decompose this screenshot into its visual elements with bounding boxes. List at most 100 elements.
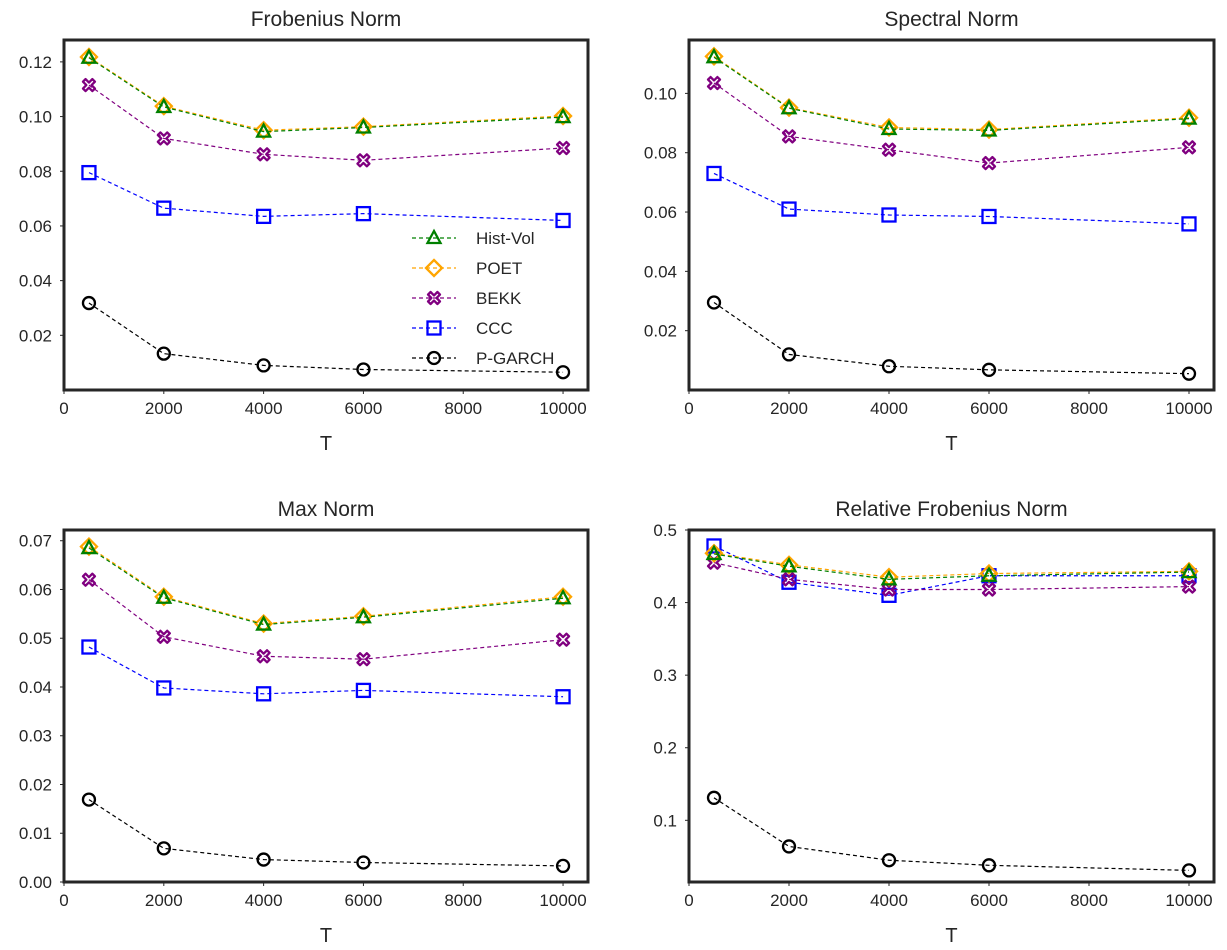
y-tick-label: 0.08 <box>644 144 677 163</box>
data-point <box>553 106 573 126</box>
data-point <box>255 615 273 631</box>
data-point <box>554 588 572 605</box>
y-tick-label: 0.04 <box>644 262 677 281</box>
y-tick-label: 0.04 <box>19 272 52 291</box>
plot-frame <box>62 38 590 392</box>
data-point <box>155 97 173 114</box>
y-tick-label: 0.05 <box>19 629 52 648</box>
data-point <box>156 131 171 146</box>
data-point <box>156 346 171 361</box>
series-bekk <box>706 555 1197 597</box>
data-point <box>156 629 171 644</box>
data-point <box>553 587 573 607</box>
data-point <box>154 587 174 607</box>
x-tick-label: 10000 <box>1165 891 1212 910</box>
series-p-garch <box>706 295 1197 381</box>
legend-item-ccc: CCC <box>412 319 513 338</box>
y-tick-label: 0.12 <box>19 53 52 72</box>
data-point <box>704 46 724 66</box>
chart-title: Relative Frobenius Norm <box>835 498 1067 521</box>
x-tick-label: 10000 <box>539 399 586 418</box>
legend-marker <box>426 290 442 306</box>
data-point <box>156 200 172 216</box>
x-tick-label: 2000 <box>770 891 808 910</box>
data-point <box>79 47 99 67</box>
data-point <box>255 122 273 138</box>
legend-marker <box>426 320 442 336</box>
data-point <box>879 117 899 138</box>
legend-marker <box>426 350 442 366</box>
chart-title: Frobenius Norm <box>251 8 402 31</box>
data-point <box>779 555 799 575</box>
x-tick-label: 6000 <box>345 399 383 418</box>
x-tick-label: 4000 <box>245 399 283 418</box>
legend-marker <box>425 228 443 245</box>
data-point <box>355 205 372 222</box>
data-point <box>706 790 722 805</box>
series-line <box>713 553 1190 580</box>
series-p-garch <box>706 790 1197 878</box>
data-point <box>256 358 271 373</box>
legend-item-hist-vol: Hist-Vol <box>412 228 535 248</box>
series-bekk <box>81 572 571 667</box>
data-point <box>1181 140 1197 155</box>
x-tick-label: 4000 <box>870 891 908 910</box>
data-point <box>355 682 372 699</box>
legend-label: CCC <box>476 319 513 338</box>
series-p-garch <box>81 792 571 874</box>
data-point <box>354 118 372 134</box>
x-axis-label: T <box>945 925 957 945</box>
data-point <box>156 680 172 696</box>
series-poet <box>79 47 573 140</box>
data-point <box>881 207 897 223</box>
y-tick-label: 0.4 <box>653 594 677 613</box>
data-point <box>780 556 798 573</box>
x-axis-label: T <box>945 433 957 455</box>
series-poet <box>704 543 1199 587</box>
legend-item-bekk: BEKK <box>412 289 522 308</box>
data-point <box>354 607 372 624</box>
data-point <box>1181 366 1197 381</box>
x-axis-label: T <box>320 433 332 455</box>
legend-item-poet: POET <box>412 258 522 278</box>
legend-item-p-garch: P-GARCH <box>412 349 554 368</box>
x-tick-label: 6000 <box>345 891 383 910</box>
x-tick-label: 10000 <box>1165 399 1212 418</box>
x-axis-label: T <box>320 925 332 945</box>
x-tick-label: 6000 <box>970 891 1008 910</box>
data-point <box>880 569 898 586</box>
x-tick-label: 0 <box>684 399 693 418</box>
series-line <box>713 302 1190 375</box>
series-ccc <box>81 639 571 705</box>
data-point <box>981 582 997 597</box>
plot-frame <box>62 528 590 884</box>
legend-label: BEKK <box>476 289 522 308</box>
data-point <box>555 858 571 874</box>
series-p-garch <box>81 295 571 380</box>
data-point <box>706 75 722 91</box>
y-tick-label: 0.03 <box>19 727 52 746</box>
data-point <box>255 208 272 225</box>
data-point <box>979 119 999 140</box>
data-point <box>154 96 174 116</box>
series-line <box>713 56 1190 132</box>
series-line <box>713 797 1190 871</box>
data-point <box>1181 216 1197 232</box>
data-point <box>706 165 722 182</box>
panel-spectral-norm: Spectral Norm 0 2000 4000 6000 8000 10000 0.02 0… <box>644 8 1216 455</box>
data-point <box>256 649 271 664</box>
legend-label: Hist-Vol <box>476 229 535 248</box>
series-line <box>88 546 564 625</box>
series-line <box>88 302 564 373</box>
y-tick-label: 0.07 <box>19 532 52 551</box>
plot-frame <box>687 528 1216 884</box>
data-point <box>81 77 97 93</box>
y-tick-label: 0.10 <box>19 108 52 127</box>
data-point <box>555 365 571 380</box>
series-bekk <box>81 77 571 168</box>
data-point <box>705 544 723 561</box>
data-point <box>881 359 897 374</box>
data-point <box>781 347 797 362</box>
data-point <box>1181 863 1197 878</box>
